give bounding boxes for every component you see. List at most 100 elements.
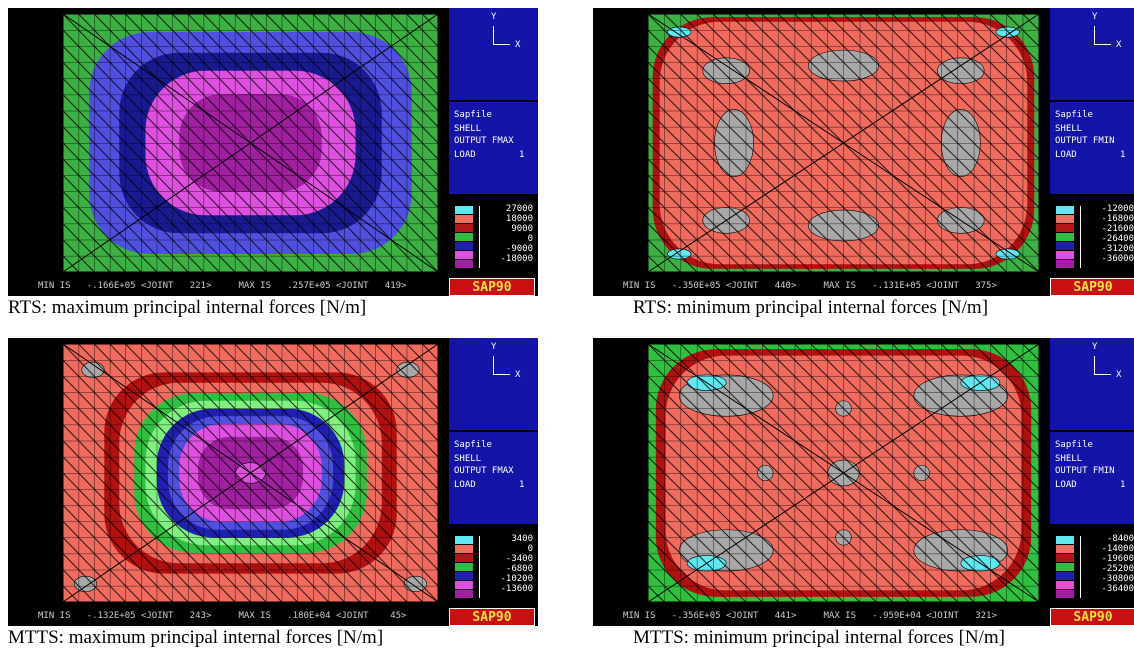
legend-value: -21600 xyxy=(1101,224,1134,234)
axis-y-label: Y xyxy=(1092,12,1098,22)
legend-swatch xyxy=(1056,260,1074,268)
info-load: LOAD xyxy=(1055,480,1077,490)
legend-swatch xyxy=(1056,590,1074,598)
info-shell: SHELL xyxy=(454,124,482,134)
info-load-number: 1 xyxy=(519,480,525,490)
info-output: OUTPUT FMAX xyxy=(454,466,514,476)
legend-swatch xyxy=(1056,563,1074,571)
legend-swatch xyxy=(1056,242,1074,250)
axis-y-label: Y xyxy=(1092,342,1098,352)
axis-icon xyxy=(493,26,510,45)
legend-swatch xyxy=(1056,536,1074,544)
info-output: OUTPUT FMAX xyxy=(454,136,514,146)
info-file: Sapfile xyxy=(454,440,492,450)
info-load: LOAD xyxy=(454,480,476,490)
legend-value: -31200 xyxy=(1101,244,1134,254)
sap-window: MIN IS -.166E+05 <JOINT 221> MAX IS .257… xyxy=(8,8,538,296)
axis-y-label: Y xyxy=(491,12,497,22)
legend-value: -19600 xyxy=(1101,554,1134,564)
legend-swatch xyxy=(455,251,473,259)
info-shell: SHELL xyxy=(1055,454,1083,464)
info-box: Sapfile SHELL OUTPUT FMAX LOAD 1 xyxy=(449,102,538,194)
info-box: Sapfile SHELL OUTPUT FMAX LOAD 1 xyxy=(449,432,538,524)
sap90-logo: SAP90 xyxy=(449,608,535,626)
contour-plot xyxy=(62,343,439,603)
legend-value: -13600 xyxy=(500,584,533,594)
legend-value: -25200 xyxy=(1101,564,1134,574)
sap-window: MIN IS -.356E+05 <JOINT 441> MAX IS -.95… xyxy=(593,338,1134,626)
sap90-logo: SAP90 xyxy=(449,278,535,296)
side-panel: Y X Sapfile SHELL OUTPUT FMIN LOAD 1 -12000 -168… xyxy=(1050,8,1134,296)
axis-y-label: Y xyxy=(491,342,497,352)
legend-swatch xyxy=(455,536,473,544)
legend-swatch xyxy=(455,572,473,580)
info-file: Sapfile xyxy=(1055,110,1093,120)
info-load-number: 1 xyxy=(1120,150,1126,160)
info-file: Sapfile xyxy=(1055,440,1093,450)
legend-box: 27000 18000 9000 0 -9000 -18000 xyxy=(449,196,538,278)
mesh-diagonals xyxy=(647,13,1040,273)
legend-swatch xyxy=(455,233,473,241)
legend-value: -18000 xyxy=(500,254,533,264)
legend-value: -36400 xyxy=(1101,584,1134,594)
legend-box: -8400 -14000 -19600 -25200 -30800 -36400 xyxy=(1050,526,1134,608)
legend-scale xyxy=(479,536,480,598)
legend-swatch xyxy=(1056,554,1074,562)
info-shell: SHELL xyxy=(454,454,482,464)
legend-value: -10200 xyxy=(500,574,533,584)
side-panel: Y X Sapfile SHELL OUTPUT FMIN LOAD 1 -8400 -1400… xyxy=(1050,338,1134,626)
axis-x-label: X xyxy=(1116,370,1122,380)
legend-swatch xyxy=(455,206,473,214)
mesh-diagonals xyxy=(62,343,439,603)
axis-x-label: X xyxy=(515,40,521,50)
sap90-logo: SAP90 xyxy=(1050,608,1134,626)
legend-value: 3400 xyxy=(511,534,533,544)
sap-window: MIN IS -.350E+05 <JOINT 440> MAX IS -.13… xyxy=(593,8,1134,296)
info-load-number: 1 xyxy=(519,150,525,160)
side-panel: Y X Sapfile SHELL OUTPUT FMAX LOAD 1 3400 0 -3400… xyxy=(449,338,538,626)
info-load: LOAD xyxy=(454,150,476,160)
legend-value: 0 xyxy=(527,234,533,244)
legend-swatch xyxy=(1056,572,1074,580)
axis-icon xyxy=(1094,356,1111,375)
legend-scale xyxy=(479,206,480,268)
status-bar: MIN IS -.132E+05 <JOINT 243> MAX IS .180… xyxy=(38,611,407,621)
legend-swatch xyxy=(455,545,473,553)
caption: MTTS: maximum principal internal forces … xyxy=(8,627,384,648)
legend-swatch xyxy=(1056,545,1074,553)
legend-box: 3400 0 -3400 -6800 -10200 -13600 xyxy=(449,526,538,608)
legend-swatch xyxy=(1056,251,1074,259)
legend-value: 27000 xyxy=(505,204,533,214)
legend-swatch xyxy=(455,554,473,562)
legend-box: -12000 -16800 -21600 -26400 -31200 -36000 xyxy=(1050,196,1134,278)
axis-icon xyxy=(493,356,510,375)
legend-value: -16800 xyxy=(1101,214,1134,224)
info-file: Sapfile xyxy=(454,110,492,120)
axis-x-label: X xyxy=(1116,40,1122,50)
side-panel: Y X Sapfile SHELL OUTPUT FMAX LOAD 1 27000 18000… xyxy=(449,8,538,296)
info-load: LOAD xyxy=(1055,150,1077,160)
status-bar: MIN IS -.356E+05 <JOINT 441> MAX IS -.95… xyxy=(623,611,997,621)
info-load-number: 1 xyxy=(1120,480,1126,490)
legend-value: -8400 xyxy=(1106,534,1134,544)
legend-value: 18000 xyxy=(505,214,533,224)
sap-window: MIN IS -.132E+05 <JOINT 243> MAX IS .180… xyxy=(8,338,538,626)
legend-swatch xyxy=(455,590,473,598)
status-bar: MIN IS -.166E+05 <JOINT 221> MAX IS .257… xyxy=(38,281,407,291)
axis-icon xyxy=(1094,26,1111,45)
info-shell: SHELL xyxy=(1055,124,1083,134)
legend-swatch xyxy=(455,581,473,589)
mesh-diagonals xyxy=(62,13,439,273)
legend-swatch xyxy=(455,224,473,232)
legend-value: 0 xyxy=(527,544,533,554)
info-box: Sapfile SHELL OUTPUT FMIN LOAD 1 xyxy=(1050,102,1134,194)
caption: RTS: minimum principal internal forces [… xyxy=(633,297,989,318)
legend-swatch xyxy=(455,215,473,223)
caption: RTS: maximum principal internal forces [… xyxy=(8,297,367,318)
legend-swatch xyxy=(1056,581,1074,589)
